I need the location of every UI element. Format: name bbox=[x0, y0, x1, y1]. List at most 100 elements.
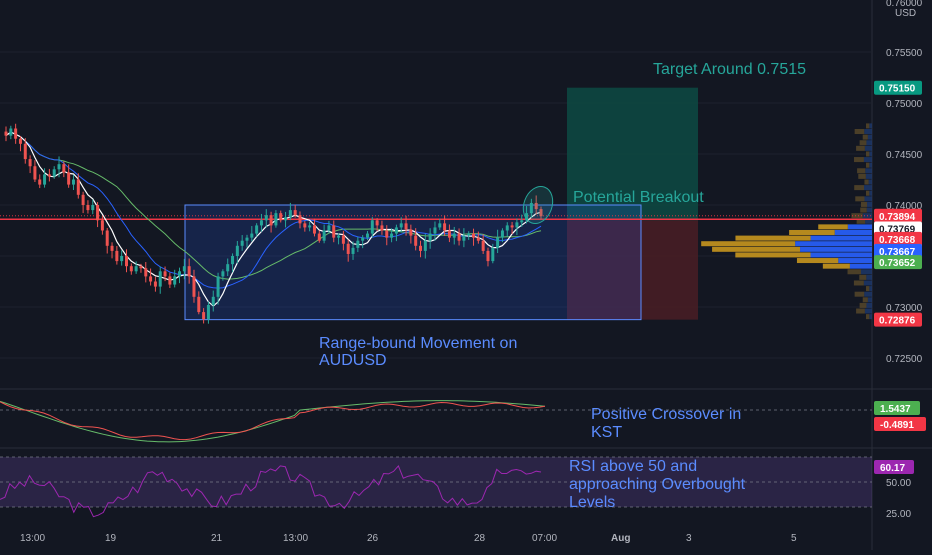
profile-bar-sell bbox=[854, 185, 865, 191]
time-axis: 13:00 19 21 13:00 26 28 07:00 Aug 3 5 bbox=[20, 533, 797, 544]
price-tick-label: 0.75500 bbox=[886, 48, 923, 59]
profile-bar-buy bbox=[834, 229, 872, 235]
price-badge bbox=[874, 80, 922, 95]
profile-bar-sell bbox=[854, 129, 865, 135]
candle-body bbox=[216, 276, 220, 297]
profile-bar-buy bbox=[864, 196, 872, 202]
candle-body bbox=[173, 276, 177, 285]
candle-body bbox=[284, 217, 288, 221]
time-tick-5: 28 bbox=[474, 533, 486, 544]
price-badge-label: 0.75150 bbox=[879, 84, 916, 95]
profile-bar-buy bbox=[867, 201, 872, 207]
candle-body bbox=[365, 233, 369, 238]
profile-bar-sell bbox=[866, 286, 870, 292]
profile-bar-sell bbox=[855, 196, 865, 202]
candle-body bbox=[452, 233, 456, 238]
profile-bar-sell bbox=[853, 280, 864, 286]
candle-body bbox=[202, 312, 206, 320]
profile-bar-buy bbox=[864, 145, 872, 151]
candle-body bbox=[438, 223, 442, 228]
profile-bar-sell bbox=[860, 201, 868, 207]
price-badge-label: 0.73894 bbox=[879, 212, 916, 223]
candle-body bbox=[510, 225, 514, 228]
currency-label: USD bbox=[895, 8, 916, 19]
candle-body bbox=[105, 230, 109, 246]
candle-body bbox=[356, 240, 360, 248]
time-tick-9: 5 bbox=[791, 533, 797, 544]
grid-layer bbox=[0, 51, 872, 359]
candle-body bbox=[182, 266, 186, 272]
profile-bar-buy bbox=[864, 129, 872, 135]
candle-body bbox=[505, 225, 509, 231]
profile-bar-sell bbox=[818, 224, 848, 230]
profile-bar-buy bbox=[863, 157, 872, 163]
profile-bar-buy bbox=[860, 269, 872, 275]
profile-bar-sell bbox=[789, 229, 835, 235]
ma-fast-line bbox=[5, 131, 542, 307]
candle-body bbox=[115, 250, 119, 262]
profile-bar-buy bbox=[865, 168, 872, 174]
time-tick-8: 3 bbox=[686, 533, 692, 544]
profile-bar-sell bbox=[854, 291, 865, 297]
candle-body bbox=[293, 210, 297, 216]
breakout-ellipse[interactable] bbox=[518, 182, 557, 227]
kst-signal-badge bbox=[874, 401, 920, 415]
candle-body bbox=[139, 266, 143, 269]
profile-bar-sell bbox=[847, 269, 861, 275]
volume-profile bbox=[701, 123, 872, 320]
candle-body bbox=[4, 131, 8, 136]
candle-body bbox=[394, 227, 398, 234]
candle-body bbox=[255, 225, 259, 234]
profile-bar-buy bbox=[863, 280, 872, 286]
rsi-axis-50: 50.00 bbox=[886, 478, 911, 489]
time-tick-7: Aug bbox=[611, 533, 630, 544]
candle-body bbox=[279, 213, 283, 221]
kst-lines bbox=[0, 400, 546, 443]
candle-body bbox=[129, 266, 133, 272]
time-tick-0: 13:00 bbox=[20, 533, 45, 544]
candle-body bbox=[414, 235, 418, 246]
candle-body bbox=[337, 235, 341, 238]
candle-body bbox=[308, 225, 312, 228]
candle-body bbox=[341, 235, 345, 244]
kst-value: -0.4891 bbox=[880, 420, 914, 431]
profile-bar-sell bbox=[856, 218, 866, 224]
candle-body bbox=[149, 276, 153, 282]
profile-bar-sell bbox=[862, 134, 868, 140]
candle-body bbox=[472, 233, 476, 238]
profile-bar-buy bbox=[866, 274, 872, 280]
range-box[interactable] bbox=[184, 204, 642, 321]
candle-body bbox=[259, 220, 263, 226]
candle-body bbox=[327, 225, 331, 231]
profile-bar-buy bbox=[869, 123, 872, 129]
profile-bar-sell bbox=[735, 252, 811, 258]
candle-body bbox=[476, 237, 480, 241]
range-annotation-line-1: Range-bound Movement on bbox=[319, 335, 517, 352]
candle-body bbox=[76, 179, 80, 195]
profile-bar-buy bbox=[867, 134, 872, 140]
candle-body bbox=[163, 271, 167, 277]
candle-body bbox=[231, 256, 235, 265]
candle-body bbox=[168, 276, 172, 285]
candle-body bbox=[312, 225, 316, 234]
profile-bar-buy bbox=[869, 162, 872, 168]
candle-body bbox=[370, 220, 374, 234]
candle-body bbox=[322, 230, 326, 241]
profile-bar-sell bbox=[866, 162, 870, 168]
ma-mid-line bbox=[5, 131, 542, 289]
profile-bar-sell bbox=[701, 241, 796, 247]
candle-body bbox=[539, 209, 543, 217]
profile-bar-buy bbox=[864, 308, 872, 314]
price-badge-label: 0.73667 bbox=[879, 247, 916, 258]
rsi-value: 60.17 bbox=[880, 463, 905, 474]
candle-body bbox=[91, 205, 95, 211]
candle-body bbox=[62, 164, 66, 173]
candle-body bbox=[288, 210, 292, 218]
profile-bar-sell bbox=[866, 151, 870, 157]
candle-body bbox=[529, 202, 533, 214]
profile-bar-sell bbox=[856, 145, 865, 151]
candle-body bbox=[351, 247, 355, 254]
profile-bar-sell bbox=[866, 190, 870, 196]
candle-body bbox=[515, 222, 519, 228]
candle-body bbox=[332, 225, 336, 238]
